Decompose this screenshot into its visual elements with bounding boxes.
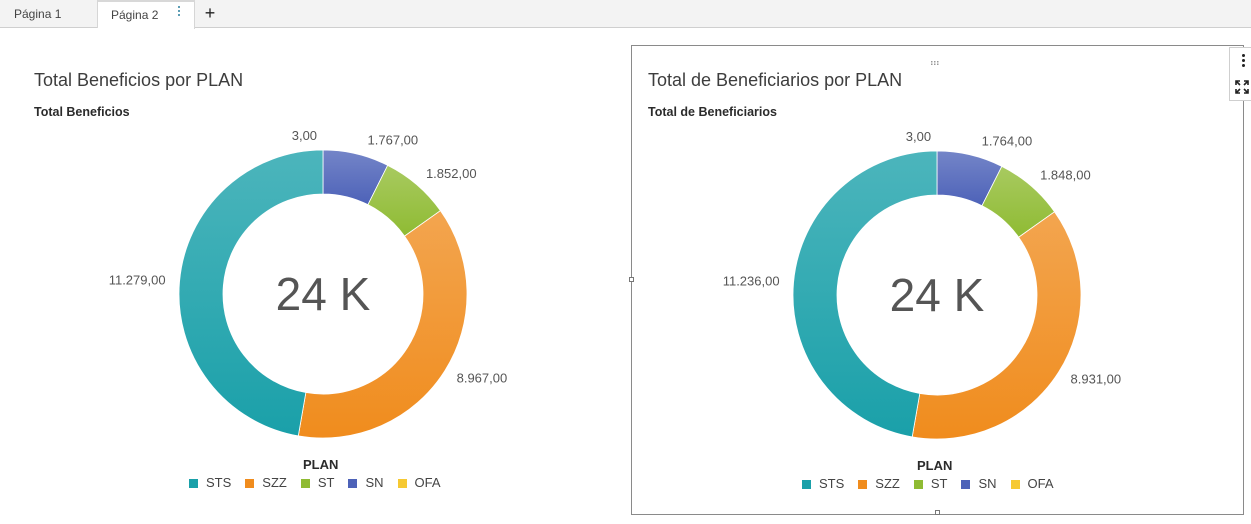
chart-title: Total de Beneficiarios por PLAN	[648, 70, 903, 90]
tab-label: Página 2	[111, 8, 159, 22]
legend-item-sn[interactable]: SN	[348, 475, 384, 490]
legend-title: PLAN	[917, 458, 953, 473]
legend-item-sts[interactable]: STS	[189, 475, 231, 490]
data-label-ofa: 3,00	[906, 129, 931, 144]
chart-subtitle: Total de Beneficiarios	[648, 105, 777, 119]
data-label-sts: 11.236,00	[723, 273, 780, 288]
tab-options-icon[interactable]	[176, 6, 182, 20]
legend-swatch	[1010, 480, 1020, 489]
legend-label: ST	[930, 476, 948, 491]
legend-label: STS	[206, 475, 232, 490]
legend-item-st[interactable]: ST	[300, 475, 335, 490]
legend-item-sts[interactable]: STS	[802, 476, 844, 491]
legend-label: SZZ	[262, 475, 287, 490]
center-total-label: 24 K	[890, 269, 985, 321]
donut-slice-sts[interactable]	[792, 150, 938, 438]
more-options-icon[interactable]	[1230, 54, 1251, 70]
tab-pagina-1[interactable]: Página 1	[0, 0, 98, 28]
chart-panel-beneficiarios[interactable]: Total de Beneficiarios por PLAN Total de…	[629, 45, 1251, 515]
legend-swatch	[961, 480, 971, 489]
drag-grip-icon[interactable]	[931, 52, 941, 65]
chart-title: Total Beneficios por PLAN	[34, 70, 244, 90]
legend-swatch	[300, 479, 310, 488]
legend-swatch	[802, 480, 811, 489]
chart-subtitle: Total Beneficios	[34, 105, 130, 119]
data-label-sn: 1.764,00	[982, 133, 1033, 148]
legend: STS SZZ ST SN OFA	[189, 475, 455, 493]
resize-handle[interactable]	[935, 510, 940, 515]
legend-label: ST	[317, 475, 335, 490]
center-total-label: 24 K	[276, 268, 371, 320]
legend-label: SN	[978, 476, 997, 491]
legend-label: OFA	[414, 475, 441, 490]
legend-item-ofa[interactable]: OFA	[1010, 476, 1054, 491]
legend-swatch	[245, 479, 255, 488]
donut-chart: 3,00 1.764,00 1.848,00 8.931,00 11.236,00 24 …	[723, 129, 1122, 440]
chart-panel-beneficios[interactable]: Total Beneficios por PLAN Total Benefici…	[19, 45, 632, 515]
data-label-szz: 8.931,00	[1071, 371, 1122, 386]
data-label-szz: 8.967,00	[457, 370, 508, 385]
maximize-icon[interactable]	[1235, 80, 1249, 94]
data-label-ofa: 3,00	[292, 128, 317, 143]
legend-title: PLAN	[303, 457, 339, 472]
data-label-sn: 1.767,00	[368, 132, 419, 147]
legend-item-ofa[interactable]: OFA	[397, 475, 441, 490]
donut-slice-szz[interactable]	[911, 211, 1082, 440]
legend-item-st[interactable]: ST	[913, 476, 948, 491]
donut-chart: 3,00 1.767,00 1.852,00 8.967,00 11.279,00 24 …	[109, 128, 508, 439]
page-tab-bar: Página 1 Página 2 +	[0, 0, 1251, 29]
data-label-st: 1.852,00	[426, 166, 477, 181]
object-toolbar	[1229, 47, 1251, 101]
add-page-button[interactable]: +	[204, 3, 216, 23]
legend-swatch	[397, 479, 407, 488]
legend: STS SZZ ST SN OFA	[802, 476, 1068, 494]
legend-swatch	[858, 480, 868, 489]
legend-item-szz[interactable]: SZZ	[245, 475, 287, 490]
legend-swatch	[913, 480, 923, 489]
legend-swatch	[189, 479, 198, 488]
legend-label: SN	[365, 475, 384, 490]
resize-handle[interactable]	[629, 277, 634, 282]
legend-item-szz[interactable]: SZZ	[858, 476, 900, 491]
data-label-sts: 11.279,00	[109, 272, 166, 287]
legend-label: STS	[819, 476, 845, 491]
donut-slice-sts[interactable]	[178, 149, 324, 437]
legend-label: SZZ	[875, 476, 900, 491]
legend-swatch	[348, 479, 358, 488]
legend-label: OFA	[1027, 476, 1054, 491]
data-label-st: 1.848,00	[1040, 167, 1091, 182]
donut-slice-szz[interactable]	[297, 210, 468, 439]
legend-item-sn[interactable]: SN	[961, 476, 997, 491]
